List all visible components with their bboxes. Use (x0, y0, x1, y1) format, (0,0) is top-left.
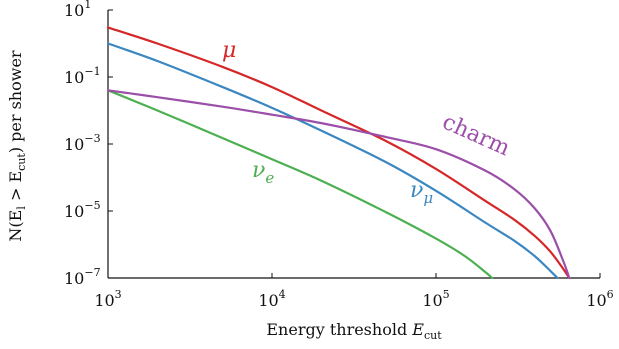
x-tick-label-base: 10 (258, 291, 278, 310)
y-tick-label-exp: −5 (84, 199, 100, 212)
x-axis-title-sub: cut (424, 329, 442, 342)
x-tick-group: 103 104 105 106 (94, 273, 614, 310)
y-tick-label-base: 10 (64, 269, 84, 288)
y-tick-label: 101 (64, 0, 91, 20)
y-axis-title-sub1: l (15, 206, 28, 210)
x-tick-label-exp: 4 (279, 288, 286, 301)
series-label-nu-e-base: ν (252, 158, 265, 183)
x-tick-label-base: 10 (586, 291, 606, 310)
y-tick-label: 10−3 (64, 132, 101, 154)
y-tick-label-base: 10 (64, 68, 84, 87)
y-axis-title-prefix: N(E (6, 210, 25, 242)
y-axis-title-suffix: ) per shower (6, 50, 25, 153)
y-tick-label-base: 10 (64, 202, 84, 221)
y-axis-title: N(El > Ecut) per shower (6, 50, 28, 241)
x-tick-label-base: 10 (94, 291, 114, 310)
y-tick-label-exp: 1 (84, 0, 91, 11)
x-tick-label: 105 (422, 288, 449, 310)
x-tick-label: 103 (94, 288, 121, 310)
x-tick-label-exp: 5 (443, 288, 450, 301)
series-label-nu-e-sub: e (265, 169, 274, 187)
series-group (106, 26, 571, 280)
x-tick-label-base: 10 (422, 291, 442, 310)
x-axis-title-var: E (411, 320, 424, 339)
x-tick-label: 106 (586, 288, 613, 310)
x-tick-label-exp: 3 (115, 288, 122, 301)
series-line-mu (106, 26, 571, 280)
series-line-nu-mu (106, 42, 559, 280)
y-tick-label: 10−7 (64, 266, 101, 288)
series-label-nu-mu-sub: μ (423, 189, 433, 207)
series-label-nu-e: νe (252, 158, 274, 187)
series-label-mu: μ (222, 38, 236, 63)
x-tick-label-exp: 6 (607, 288, 614, 301)
y-axis-title-sub2: cut (15, 153, 28, 171)
series-label-nu-mu: νμ (410, 178, 433, 207)
y-tick-label-exp: −1 (84, 65, 100, 78)
y-tick-label: 10−1 (64, 65, 101, 87)
y-tick-label-base: 10 (64, 135, 84, 154)
y-tick-label-base: 10 (64, 1, 84, 20)
y-axis-title-mid: > E (6, 171, 25, 206)
x-tick-label: 104 (258, 288, 285, 310)
y-tick-label: 10−5 (64, 199, 101, 221)
series-label-nu-mu-base: ν (410, 178, 423, 203)
y-tick-label-exp: −7 (84, 266, 100, 279)
x-axis-title: Energy threshold Ecut (266, 320, 442, 342)
y-tick-label-exp: −3 (84, 132, 100, 145)
series-line-charm (106, 89, 571, 280)
x-axis-title-prefix: Energy threshold (266, 320, 412, 339)
series-line-nu-e (106, 89, 494, 280)
